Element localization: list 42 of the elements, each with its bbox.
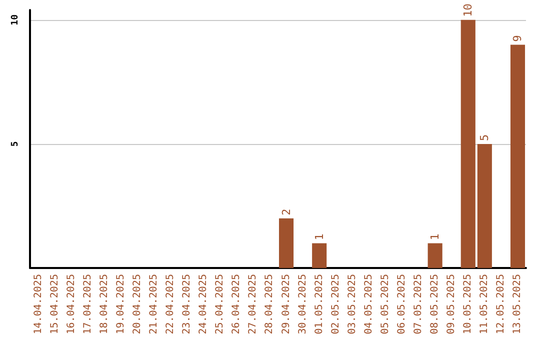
x-tick-label: 26.04.2025 [231, 274, 242, 334]
x-tick-label: 23.04.2025 [182, 274, 193, 334]
x-tick-label: 16.04.2025 [66, 274, 77, 334]
data-label: 5 [478, 134, 492, 141]
x-tick-label: 04.05.2025 [363, 274, 374, 334]
bar [428, 243, 442, 268]
x-tick-label: 21.04.2025 [148, 274, 160, 334]
x-tick-label: 10.05.2025 [462, 274, 474, 334]
data-label: 10 [462, 4, 475, 17]
bar [460, 20, 476, 268]
x-tick-label: 18.04.2025 [98, 274, 110, 334]
x-tick-label: 24.04.2025 [198, 274, 210, 334]
x-tick-label: 17.04.2025 [82, 274, 94, 334]
x-tick-label: 22.04.2025 [165, 274, 176, 334]
x-tick-label: 27.04.2025 [248, 274, 259, 334]
bar [312, 243, 327, 268]
x-tick-label: 13.05.2025 [512, 274, 524, 334]
x-tick-label: 29.04.2025 [280, 274, 292, 334]
data-label: 2 [280, 208, 293, 216]
x-tick-label: 05.05.2025 [380, 274, 391, 334]
bar [510, 44, 526, 268]
x-tick-label: 07.05.2025 [413, 274, 424, 334]
x-tick-label: 01.05.2025 [314, 274, 325, 334]
x-tick-label: 02.05.2025 [330, 274, 342, 334]
x-tick-label: 08.05.2025 [430, 274, 441, 334]
data-label: 9 [511, 35, 524, 42]
x-tick-label: 03.05.2025 [346, 274, 358, 334]
x-tick-label: 20.04.2025 [132, 274, 143, 334]
x-tick-label: 28.04.2025 [264, 274, 276, 334]
x-tick-label: 12.05.2025 [496, 274, 507, 334]
x-tick-label: 06.05.2025 [396, 274, 408, 334]
bar [477, 144, 492, 268]
x-tick-label: 15.04.2025 [49, 274, 60, 334]
x-tick-label: 25.04.2025 [214, 274, 226, 334]
bar [278, 218, 294, 268]
data-label: 1 [428, 234, 442, 240]
x-tick-label: 14.04.2025 [32, 274, 44, 334]
x-tick-label: 30.04.2025 [297, 274, 308, 334]
x-tick-label: 19.04.2025 [115, 274, 126, 334]
x-tick-label: 11.05.2025 [479, 274, 490, 334]
data-label: 1 [312, 234, 326, 240]
x-tick-label: 09.05.2025 [446, 274, 458, 334]
